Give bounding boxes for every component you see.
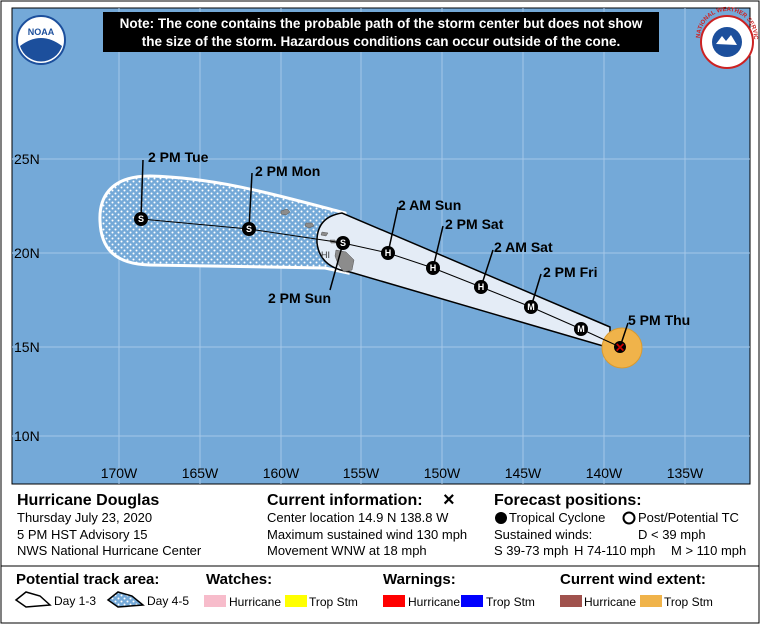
forecast-label: 2 AM Sat xyxy=(494,239,553,255)
legend-item: Day 1-3 xyxy=(54,594,96,608)
swatch xyxy=(383,595,405,607)
legend-item: Hurricane xyxy=(408,595,460,609)
legend-title: Warnings: xyxy=(383,571,456,588)
swatch xyxy=(560,595,582,607)
forecast-label: 2 PM Tue xyxy=(148,149,209,165)
lon-label: 165W xyxy=(182,465,219,481)
forecast-label: 2 PM Mon xyxy=(255,163,320,179)
forecast-key: H 74-110 mph xyxy=(574,543,655,558)
legend-item: Day 4-5 xyxy=(147,594,189,608)
lon-label: 160W xyxy=(263,465,300,481)
forecast-key: M > 110 mph xyxy=(671,543,746,558)
forecast-label: 2 PM Sat xyxy=(445,216,504,232)
day13-icon xyxy=(14,591,52,608)
lon-label: 140W xyxy=(586,465,623,481)
current-position: × xyxy=(615,340,624,357)
lon-label: 135W xyxy=(667,465,704,481)
point-symbol: S xyxy=(138,214,144,224)
cone-day-4-5 xyxy=(98,174,350,275)
tc-icon xyxy=(495,512,507,524)
lon-label: 170W xyxy=(101,465,138,481)
forecast-key: S 39-73 mph xyxy=(494,543,568,558)
current-title: Current information: xyxy=(267,492,423,509)
forecast-label: 5 PM Thu xyxy=(628,312,690,328)
legend: Potential track area: Day 1-3 Day 4-5 Wa… xyxy=(14,571,713,609)
point-symbol: H xyxy=(430,263,437,273)
storm-source: NWS National Hurricane Center xyxy=(17,543,202,558)
forecast-label: 2 PM Sun xyxy=(268,290,331,306)
forecast-key: D < 39 mph xyxy=(638,527,706,542)
point-symbol: H xyxy=(478,282,485,292)
note-box xyxy=(103,12,659,52)
info-panel: Hurricane Douglas Thursday July 23, 2020… xyxy=(17,489,746,558)
noaa-logo: NOAA xyxy=(16,15,66,65)
current-symbol: × xyxy=(443,489,455,511)
point-symbol: M xyxy=(577,324,585,334)
storm-date: Thursday July 23, 2020 xyxy=(17,510,152,525)
lat-label: 10N xyxy=(14,428,40,444)
swatch xyxy=(461,595,483,607)
swatch xyxy=(640,595,662,607)
storm-name: Hurricane Douglas xyxy=(17,492,159,509)
lat-label: 25N xyxy=(14,151,40,167)
place-label: HI xyxy=(321,250,330,260)
legend-title: Potential track area: xyxy=(16,571,159,588)
post-tc-icon xyxy=(622,511,636,525)
forecast-label: 2 AM Sun xyxy=(398,197,461,213)
legend-item: Trop Stm xyxy=(486,595,535,609)
legend-title: Current wind extent: xyxy=(560,571,706,588)
note-line: Note: The cone contains the probable pat… xyxy=(120,16,643,31)
legend-item: Trop Stm xyxy=(664,595,713,609)
lat-label: 20N xyxy=(14,245,40,261)
forecast-points: S S S H H H M M × xyxy=(134,212,626,357)
map: 25N 20N 15N 10N 170W 165W 160W 155W 150W… xyxy=(0,0,758,485)
noaa-text: NOAA xyxy=(28,27,55,37)
swatch xyxy=(204,595,226,607)
storm-advisory: 5 PM HST Advisory 15 xyxy=(17,527,148,542)
point-symbol: S xyxy=(340,238,346,248)
lat-label: 15N xyxy=(14,339,40,355)
legend-item: Hurricane xyxy=(229,595,281,609)
lon-label: 155W xyxy=(343,465,380,481)
swatch xyxy=(285,595,307,607)
legend-title: Watches: xyxy=(206,571,272,588)
legend-item: Hurricane xyxy=(584,595,636,609)
lon-label: 150W xyxy=(424,465,461,481)
day45-icon xyxy=(106,591,145,608)
point-symbol: H xyxy=(385,248,392,258)
current-line: Maximum sustained wind 130 mph xyxy=(267,527,467,542)
forecast-label: 2 PM Fri xyxy=(543,264,597,280)
forecast-title: Forecast positions: xyxy=(494,492,642,509)
legend-item: Trop Stm xyxy=(309,595,358,609)
lon-label: 145W xyxy=(505,465,542,481)
forecast-key: Post/Potential TC xyxy=(638,510,739,525)
note-line: the size of the storm. Hazardous conditi… xyxy=(142,34,621,49)
forecast-key: Tropical Cyclone xyxy=(509,510,605,525)
point-symbol: M xyxy=(527,302,535,312)
point-symbol: S xyxy=(246,224,252,234)
current-line: Movement WNW at 18 mph xyxy=(267,543,427,558)
forecast-key: Sustained winds: xyxy=(494,527,592,542)
current-line: Center location 14.9 N 138.8 W xyxy=(267,510,449,525)
